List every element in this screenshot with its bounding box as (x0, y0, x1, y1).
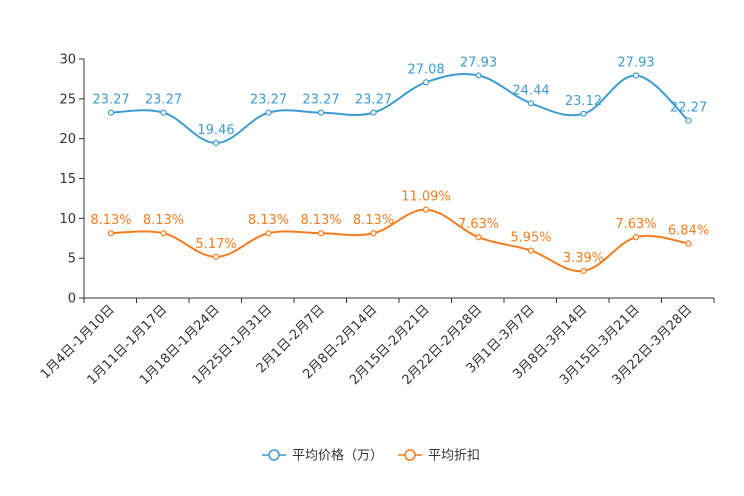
series-1-point (422, 206, 430, 213)
series-0-point (107, 109, 115, 116)
series-1-point (107, 230, 115, 237)
legend-marker-icon (404, 449, 416, 461)
series-1-data-label: 3.39% (563, 251, 604, 266)
series-1-point (370, 230, 377, 237)
series-1-data-label: 6.84% (668, 224, 709, 239)
series-0-data-label: 24.44 (512, 83, 549, 98)
series-0-data-label: 22.27 (670, 101, 707, 116)
y-tick-label: 15 (59, 172, 76, 187)
y-tick-label: 10 (59, 212, 76, 227)
series-1-data-label: 5.17% (195, 237, 236, 252)
series-1-data-label: 8.13% (353, 213, 394, 228)
y-tick-label: 30 (59, 53, 76, 68)
series-1-data-label: 8.13% (143, 213, 184, 228)
series-0-data-label: 23.27 (250, 93, 287, 108)
series-0-point (212, 139, 220, 147)
series-0-point (685, 117, 692, 124)
series-1-data-label: 8.13% (90, 213, 131, 228)
series-0-point (475, 72, 482, 79)
series-1-data-label: 7.63% (615, 217, 656, 232)
series-0-point (580, 110, 587, 117)
series-0-data-label: 23.27 (355, 93, 392, 108)
series-1-data-label: 7.63% (458, 217, 499, 232)
series-1-point (632, 234, 640, 241)
y-tick-label: 0 (68, 292, 76, 307)
series-0-data-label: 27.93 (617, 55, 654, 70)
series-1-point (475, 234, 482, 241)
series-0-data-label: 27.93 (460, 55, 497, 70)
series-1-point (265, 230, 272, 237)
series-0-point (265, 109, 272, 116)
series-0-point (317, 109, 325, 116)
series-0-data-label: 23.27 (302, 93, 339, 108)
series-0-data-label: 23.12 (565, 94, 602, 109)
series-0-point (370, 109, 377, 116)
series-1-line (110, 208, 689, 273)
series-0-data-label: 27.08 (407, 62, 444, 77)
legend-marker-icon (268, 449, 280, 461)
series-1-point (685, 240, 692, 247)
series-1-point (212, 253, 220, 260)
series-1-point (160, 230, 167, 237)
series-0-point (160, 109, 167, 116)
legend-label: 平均折扣 (428, 449, 480, 464)
series-0-data-label: 23.27 (92, 93, 129, 108)
series-0-point (422, 79, 430, 86)
series-1-point (317, 230, 325, 237)
series-0-data-label: 19.46 (197, 123, 234, 138)
y-tick-label: 5 (68, 252, 76, 267)
series-0-line (110, 73, 690, 144)
y-tick-label: 25 (59, 92, 76, 107)
series-1-data-label: 8.13% (248, 213, 289, 228)
legend-label: 平均价格（万） (292, 448, 383, 464)
series-0-point (527, 100, 535, 107)
series-1-point (527, 247, 535, 254)
series-1-data-label: 11.09% (401, 190, 451, 205)
y-tick-label: 20 (59, 132, 76, 147)
series-1-data-label: 5.95% (510, 231, 551, 246)
series-1-point (580, 267, 587, 275)
series-0-point (632, 72, 640, 79)
series-0-data-label: 23.27 (145, 93, 182, 108)
series-1-data-label: 8.13% (300, 213, 341, 228)
